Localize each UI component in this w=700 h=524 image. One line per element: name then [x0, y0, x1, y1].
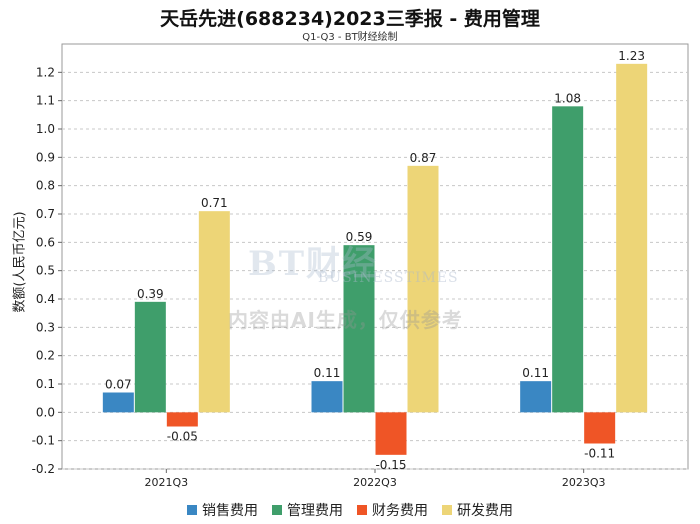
- legend-label: 财务费用: [372, 503, 428, 519]
- legend-label: 研发费用: [457, 503, 513, 519]
- bar: [407, 165, 439, 413]
- legend-swatch: [357, 505, 367, 515]
- bar: [102, 392, 134, 413]
- bar: [198, 211, 230, 413]
- bar: [311, 381, 343, 413]
- data-label: 0.11: [522, 366, 549, 380]
- data-label: 0.39: [137, 287, 164, 301]
- watermark-sub: BUSINESSTIMES: [318, 270, 459, 286]
- chart-title: 天岳先进(688234)2023三季报 - 费用管理: [160, 8, 540, 30]
- y-tick-label: 1.2: [36, 65, 55, 79]
- y-tick-label: -0.2: [32, 462, 55, 476]
- legend-swatch: [187, 505, 197, 515]
- bar: [375, 412, 407, 455]
- bar: [343, 245, 375, 413]
- y-tick-label: 0.8: [36, 179, 55, 193]
- data-label: 0.07: [105, 378, 132, 392]
- y-tick-label: 0.0: [36, 405, 55, 419]
- legend-item-finance: 财务费用: [357, 500, 428, 520]
- x-tick-label: 2021Q3: [145, 476, 189, 489]
- bar: [166, 412, 198, 427]
- chart-subtitle: Q1-Q3 - BT财经绘制: [302, 32, 398, 43]
- data-label: 0.59: [346, 230, 373, 244]
- y-tick-label: 0.7: [36, 207, 55, 221]
- data-label: 1.23: [618, 49, 645, 63]
- legend-item-sales: 销售费用: [187, 500, 258, 520]
- data-label: -0.05: [167, 430, 198, 444]
- y-tick-label: 0.4: [36, 292, 55, 306]
- data-label: -0.11: [584, 447, 615, 461]
- bar: [134, 301, 166, 413]
- watermark-logo: BT财经: [248, 244, 379, 284]
- y-tick-label: 1.0: [36, 122, 55, 136]
- y-tick-label: 1.1: [36, 94, 55, 108]
- y-tick-label: 0.9: [36, 150, 55, 164]
- bar: [616, 63, 648, 413]
- y-tick-label: 0.1: [36, 377, 55, 391]
- x-tick-label: 2022Q3: [353, 476, 397, 489]
- legend: 销售费用 管理费用 财务费用 研发费用: [0, 500, 700, 520]
- legend-label: 销售费用: [202, 503, 258, 519]
- x-tick-label: 2023Q3: [562, 476, 606, 489]
- data-label: 1.08: [554, 91, 581, 105]
- data-label: 0.11: [314, 366, 341, 380]
- data-label: -0.15: [375, 458, 406, 472]
- y-tick-label: -0.1: [32, 434, 55, 448]
- bar: [552, 106, 584, 413]
- data-label: 0.71: [201, 196, 228, 210]
- y-tick-label: 0.6: [36, 235, 55, 249]
- bar: [520, 381, 552, 413]
- data-label: 0.87: [410, 151, 437, 165]
- bar: [584, 412, 616, 444]
- legend-item-rd: 研发费用: [442, 500, 513, 520]
- watermark-text: 内容由AI生成，仅供参考: [228, 308, 463, 332]
- y-tick-label: 0.2: [36, 349, 55, 363]
- y-tick-label: 0.3: [36, 320, 55, 334]
- legend-item-admin: 管理费用: [272, 500, 343, 520]
- y-tick-label: 0.5: [36, 264, 55, 278]
- legend-label: 管理费用: [287, 503, 343, 519]
- legend-swatch: [442, 505, 452, 515]
- legend-swatch: [272, 505, 282, 515]
